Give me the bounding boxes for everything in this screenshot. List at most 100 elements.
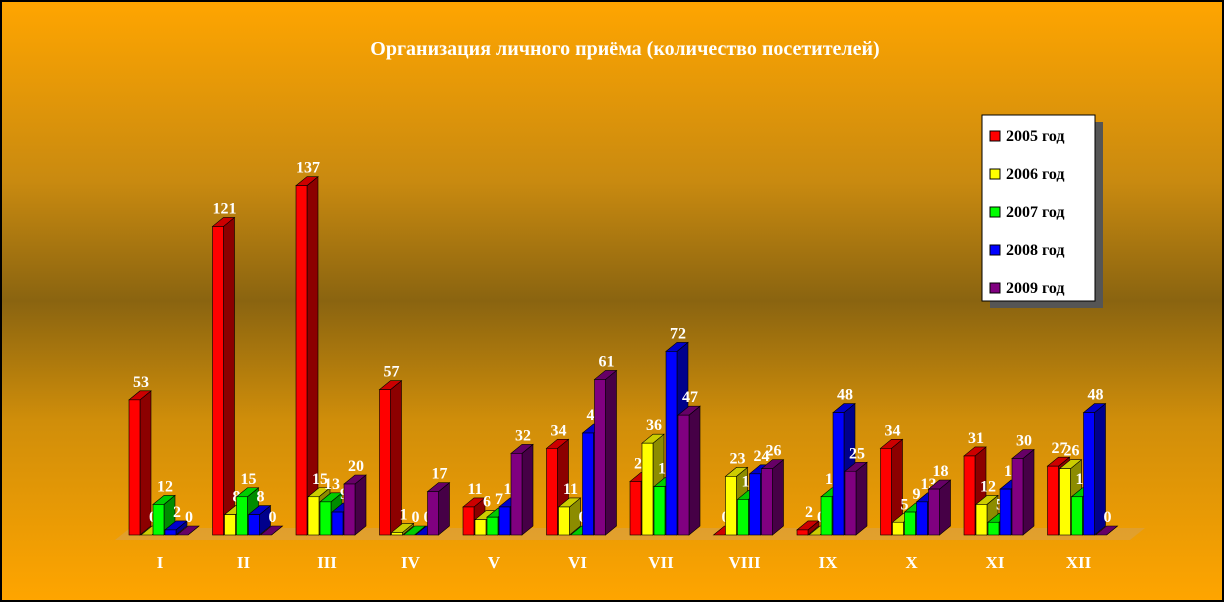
- bar-front: [128, 399, 141, 536]
- bar-side: [772, 459, 784, 536]
- bar-front: [236, 496, 248, 536]
- bar-front: [248, 514, 260, 536]
- legend-swatch: [989, 282, 1001, 294]
- data-label: 1: [400, 506, 408, 523]
- bar-front: [832, 412, 845, 536]
- data-label: 7: [495, 491, 503, 508]
- bar-front: [892, 521, 904, 536]
- bar: [557, 497, 582, 536]
- data-label: 2: [805, 504, 813, 521]
- data-label: 0: [412, 509, 420, 526]
- bar: [796, 520, 820, 536]
- legend-label: 2006 год: [1006, 166, 1065, 183]
- bar-front: [761, 468, 773, 536]
- bar-side: [521, 443, 534, 536]
- bar-top: [259, 525, 284, 536]
- x-tick-label: V: [488, 553, 501, 572]
- bar-front: [725, 476, 737, 536]
- bar-front: [462, 506, 475, 536]
- data-label: 15: [241, 471, 257, 488]
- bar-front: [486, 516, 499, 536]
- data-label: 61: [599, 353, 615, 370]
- bar-front: [820, 496, 833, 536]
- bar-front: [558, 506, 570, 536]
- data-label: 0: [269, 509, 277, 526]
- bar: [1082, 402, 1107, 536]
- bar-front: [331, 511, 344, 536]
- bar-front: [665, 351, 678, 536]
- bar-top: [176, 525, 200, 536]
- bar-side: [1022, 448, 1035, 536]
- bar-front: [1047, 465, 1059, 536]
- bar-front: [928, 488, 940, 536]
- x-tick-label: II: [237, 553, 251, 572]
- data-label: 17: [432, 466, 448, 483]
- x-tick-label: VI: [568, 553, 587, 572]
- x-tick-label: IX: [819, 553, 839, 572]
- bar-front: [880, 447, 892, 536]
- bar-front: [295, 185, 308, 536]
- data-label: 57: [384, 364, 400, 381]
- legend-label: 2008 год: [1006, 242, 1065, 259]
- data-label: 0: [1104, 509, 1112, 526]
- bar: [510, 443, 534, 536]
- bar-front: [343, 483, 356, 536]
- bar: [378, 380, 403, 536]
- data-label: 26: [766, 443, 782, 460]
- bar-front: [975, 504, 988, 536]
- bar: [176, 525, 200, 536]
- data-label: 23: [730, 450, 746, 467]
- legend-swatch: [989, 130, 1001, 142]
- data-label: 31: [968, 430, 984, 447]
- bar-front: [379, 389, 391, 536]
- x-tick-label: X: [905, 553, 918, 572]
- data-label: 15: [312, 471, 328, 488]
- bar-front: [427, 491, 439, 536]
- legend-swatch: [989, 244, 1001, 256]
- legend-swatch: [989, 206, 1001, 218]
- bar-front: [510, 453, 523, 536]
- bar-front: [987, 521, 1000, 536]
- data-label: 26: [1064, 443, 1080, 460]
- bar: [247, 504, 272, 536]
- bar: [128, 390, 152, 536]
- data-label: 48: [837, 387, 853, 404]
- bar-front: [653, 486, 666, 536]
- bar: [164, 520, 188, 536]
- x-tick-label: IV: [401, 553, 421, 572]
- bar-side: [223, 216, 235, 536]
- legend-label: 2005 год: [1006, 128, 1065, 145]
- bar-front: [1071, 496, 1083, 536]
- data-label: 48: [1088, 387, 1104, 404]
- legend: [981, 114, 1096, 302]
- bar-front: [498, 506, 511, 536]
- bar-front: [749, 473, 761, 536]
- data-label: 72: [670, 325, 686, 342]
- data-label: 27: [1052, 440, 1068, 457]
- bar-front: [1059, 468, 1071, 536]
- bar-front: [474, 519, 487, 536]
- data-label: 30: [1016, 433, 1032, 450]
- bar-side: [354, 474, 367, 536]
- x-tick-label: VII: [648, 553, 674, 572]
- bar-side: [939, 479, 951, 536]
- bar-side: [688, 405, 701, 536]
- bar-front: [391, 532, 403, 536]
- bar: [211, 216, 236, 536]
- x-tick-label: XII: [1066, 553, 1092, 572]
- data-label: 11: [563, 481, 578, 498]
- data-label: 34: [885, 422, 901, 439]
- data-label: 20: [348, 458, 364, 475]
- data-label: 25: [849, 445, 865, 462]
- data-label: 121: [213, 200, 237, 217]
- chart-title: Организация личного приёма (количество п…: [370, 38, 879, 60]
- data-label: 36: [646, 417, 662, 434]
- data-label: 53: [133, 374, 149, 391]
- data-label: 13: [324, 476, 340, 493]
- bar-front: [963, 455, 976, 536]
- data-label: 8: [257, 489, 265, 506]
- data-label: 12: [157, 478, 173, 495]
- bar-front: [594, 379, 606, 536]
- bar-front: [152, 504, 165, 536]
- bar: [426, 482, 451, 536]
